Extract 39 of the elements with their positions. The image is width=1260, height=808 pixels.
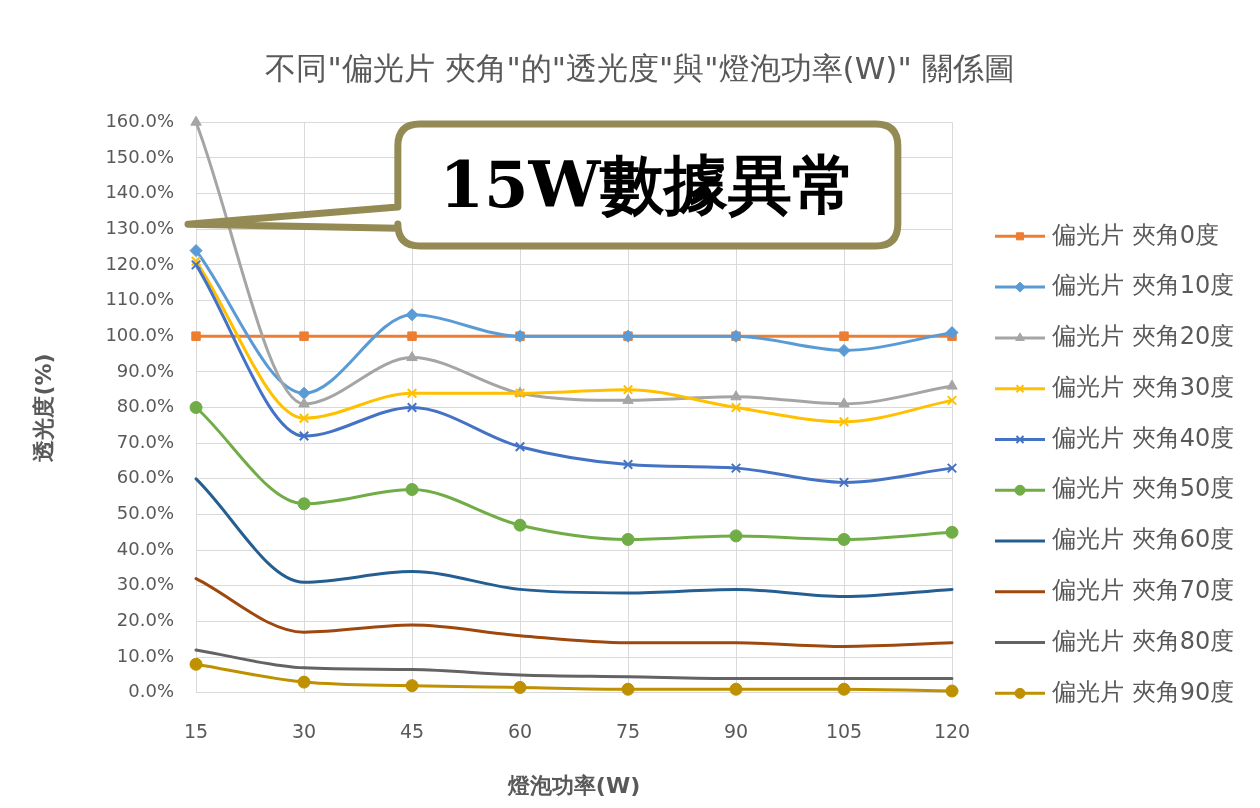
y-tick-label: 20.0%: [116, 609, 175, 631]
y-tick-label: 80.0%: [116, 395, 175, 417]
y-tick-label: 10.0%: [116, 644, 175, 666]
legend-label: 偏光片 夾角30度: [1052, 372, 1235, 401]
y-tick-label: 40.0%: [116, 537, 175, 559]
y-tick-label: 50.0%: [116, 502, 175, 524]
y-axis-title: 透光度(%): [30, 353, 56, 462]
x-tick-label: 105: [825, 720, 863, 743]
x-tick-label: 120: [933, 720, 971, 743]
y-tick-label: 0.0%: [128, 680, 175, 702]
x-axis-title: 燈泡功率(W): [506, 772, 641, 798]
y-tick-label: 160.0%: [105, 109, 175, 131]
y-tick-label: 30.0%: [116, 573, 175, 595]
y-tick-label: 90.0%: [116, 359, 175, 381]
legend-label: 偏光片 夾角0度: [1052, 220, 1219, 249]
x-tick-label: 60: [507, 720, 533, 743]
x-tick-label: 45: [399, 720, 425, 743]
y-tick-label: 70.0%: [116, 430, 175, 452]
y-tick-label: 150.0%: [105, 145, 175, 167]
x-tick-label: 75: [615, 720, 641, 743]
chart-title: 不同"偏光片 夾角"的"透光度"與"燈泡功率(W)" 關係圖: [265, 49, 1015, 86]
legend-label: 偏光片 夾角80度: [1052, 626, 1235, 655]
legend-label: 偏光片 夾角90度: [1052, 677, 1235, 706]
annotation: 15W數據異常: [439, 146, 857, 222]
y-tick-label: 140.0%: [105, 181, 175, 203]
y-tick-label: 120.0%: [105, 252, 175, 274]
x-tick-label: 15: [183, 720, 209, 743]
legend-label: 偏光片 夾角60度: [1052, 525, 1235, 554]
x-tick-label: 30: [291, 720, 317, 743]
legend-label: 偏光片 夾角10度: [1052, 271, 1235, 300]
y-tick-label: 110.0%: [105, 288, 175, 310]
legend-label: 偏光片 夾角70度: [1052, 576, 1235, 605]
legend-label: 偏光片 夾角50度: [1052, 474, 1235, 503]
legend-label: 偏光片 夾角20度: [1052, 322, 1235, 351]
y-tick-label: 100.0%: [105, 323, 175, 345]
y-tick-label: 130.0%: [105, 216, 175, 238]
legend-label: 偏光片 夾角40度: [1052, 423, 1235, 452]
y-tick-label: 60.0%: [116, 466, 175, 488]
x-tick-label: 90: [723, 720, 749, 743]
